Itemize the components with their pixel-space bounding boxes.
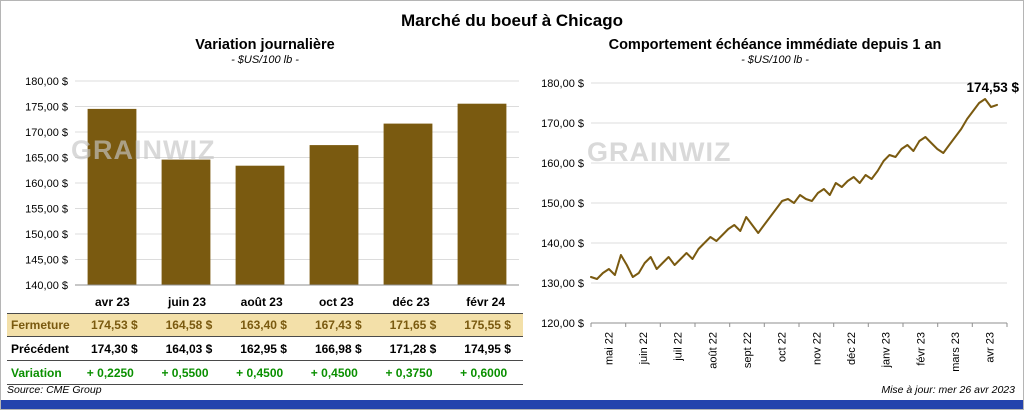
table-cell: 162,95 $ xyxy=(240,341,287,356)
table-cell: 163,40 $ xyxy=(240,318,287,332)
category-label: juin 23 xyxy=(167,295,206,309)
category-label: avr 23 xyxy=(94,295,130,309)
x-axis-tick-label: août 22 xyxy=(707,332,719,369)
y-axis-tick-label: 170,00 $ xyxy=(25,127,68,139)
category-label: oct 23 xyxy=(318,295,354,309)
source-note: Source: CME Group xyxy=(7,384,102,396)
x-axis-tick-label: sept 22 xyxy=(742,332,754,368)
x-axis-tick-label: janv 23 xyxy=(881,332,893,368)
price-line xyxy=(590,98,998,280)
bar-chart-categories: avr 23 juin 23 août 23 oct 23 déc 23 févr 24 xyxy=(7,293,523,311)
x-axis-tick-label: juin 22 xyxy=(638,332,650,365)
page-title: Marché du boeuf à Chicago xyxy=(401,11,623,30)
table-cell: 164,03 $ xyxy=(165,341,213,356)
table-cell: + 0,5500 xyxy=(161,365,209,380)
bar xyxy=(87,108,137,286)
line-chart-subtitle: - $US/100 lb - xyxy=(741,54,809,66)
y-axis-tick-label: 150,00 $ xyxy=(541,198,584,210)
table-cell: + 0,2250 xyxy=(86,365,134,380)
bar-chart-subtitle: - $US/100 lb - xyxy=(231,54,299,66)
y-axis-tick-label: 140,00 $ xyxy=(25,280,68,292)
y-axis-tick-label: 180,00 $ xyxy=(25,76,68,88)
y-axis-tick-label: 160,00 $ xyxy=(541,158,584,170)
x-axis-tick-label: oct 22 xyxy=(777,332,789,362)
y-axis-tick-label: 120,00 $ xyxy=(541,318,584,330)
table-cell: 166,98 $ xyxy=(314,341,362,356)
table-row: Variation + 0,2250 + 0,5500 + 0,4500 + 0,450… xyxy=(7,361,523,385)
y-axis-tick-label: 170,00 $ xyxy=(541,118,584,130)
y-axis-tick-label: 180,00 $ xyxy=(541,78,584,90)
table-cell: + 0,4500 xyxy=(310,365,358,380)
y-axis-tick-label: 165,00 $ xyxy=(25,153,68,165)
table-cell: 174,53 $ xyxy=(90,318,138,332)
x-axis-tick-label: févr 23 xyxy=(915,332,927,366)
bar xyxy=(309,145,359,285)
table-cell: 174,95 $ xyxy=(464,341,511,356)
table-cell: 174,30 $ xyxy=(90,341,138,356)
x-axis-tick-label: mars 23 xyxy=(950,332,962,372)
x-axis-tick-label: déc 22 xyxy=(846,332,858,365)
row-label: Variation xyxy=(11,365,62,380)
x-axis-tick-label: avr 23 xyxy=(985,332,997,363)
table-cell: 175,55 $ xyxy=(464,318,511,332)
row-label: Fermeture xyxy=(11,318,70,332)
x-axis-tick-label: mai 22 xyxy=(603,332,615,365)
line-chart-title: Comportement échéance immédiate depuis 1… xyxy=(608,37,942,53)
bar xyxy=(161,159,211,285)
table-cell: 171,28 $ xyxy=(389,341,437,356)
row-label: Précédent xyxy=(11,341,70,356)
y-axis-tick-label: 160,00 $ xyxy=(25,178,68,190)
x-axis-tick-label: juil 22 xyxy=(673,332,685,362)
category-label: déc 23 xyxy=(392,295,430,309)
y-axis-tick-label: 145,00 $ xyxy=(25,255,68,267)
table-cell: + 0,4500 xyxy=(236,365,284,380)
category-label: févr 24 xyxy=(466,295,505,309)
y-axis-tick-label: 155,00 $ xyxy=(25,204,68,216)
table-row: Précédent 174,30 $ 164,03 $ 162,95 $ 166,98 … xyxy=(7,337,523,361)
category-label: août 23 xyxy=(240,295,283,309)
daily-variation-bar-chart: 180,00 $ 175,00 $ 170,00 $ 165,00 $ 160,00 $… xyxy=(25,76,519,292)
y-axis-tick-label: 175,00 $ xyxy=(25,102,68,114)
y-axis-tick-label: 140,00 $ xyxy=(541,238,584,250)
last-value-label: 174,53 $ xyxy=(966,80,1019,95)
table-cell: + 0,3750 xyxy=(385,365,433,380)
table-cell: 164,58 $ xyxy=(165,318,213,332)
updated-note: Mise à jour: mer 26 avr 2023 xyxy=(881,384,1015,396)
bottom-accent-bar xyxy=(1,400,1023,409)
y-axis-tick-label: 150,00 $ xyxy=(25,229,68,241)
bar xyxy=(383,123,433,285)
y-axis-tick-label: 130,00 $ xyxy=(541,278,584,290)
x-axis-tick-label: nov 22 xyxy=(811,332,823,365)
table-row: Fermeture 174,53 $ 164,58 $ 163,40 $ 167,43 … xyxy=(7,313,523,337)
bar xyxy=(457,103,507,285)
table-cell: + 0,6000 xyxy=(460,365,508,380)
summary-table: Fermeture 174,53 $ 164,58 $ 163,40 $ 167,43 … xyxy=(7,313,523,385)
table-cell: 167,43 $ xyxy=(314,318,362,332)
bar xyxy=(235,165,285,285)
table-cell: 171,65 $ xyxy=(389,318,437,332)
daily-variation-panel: Variation journalière - $US/100 lb - 180… xyxy=(7,37,523,387)
one-year-panel: Comportement échéance immédiate depuis 1… xyxy=(529,37,1021,393)
bar-chart-title: Variation journalière xyxy=(195,37,335,53)
one-year-line-chart: 180,00 $ 170,00 $ 160,00 $ 150,00 $ 140,00 $… xyxy=(541,78,1019,372)
